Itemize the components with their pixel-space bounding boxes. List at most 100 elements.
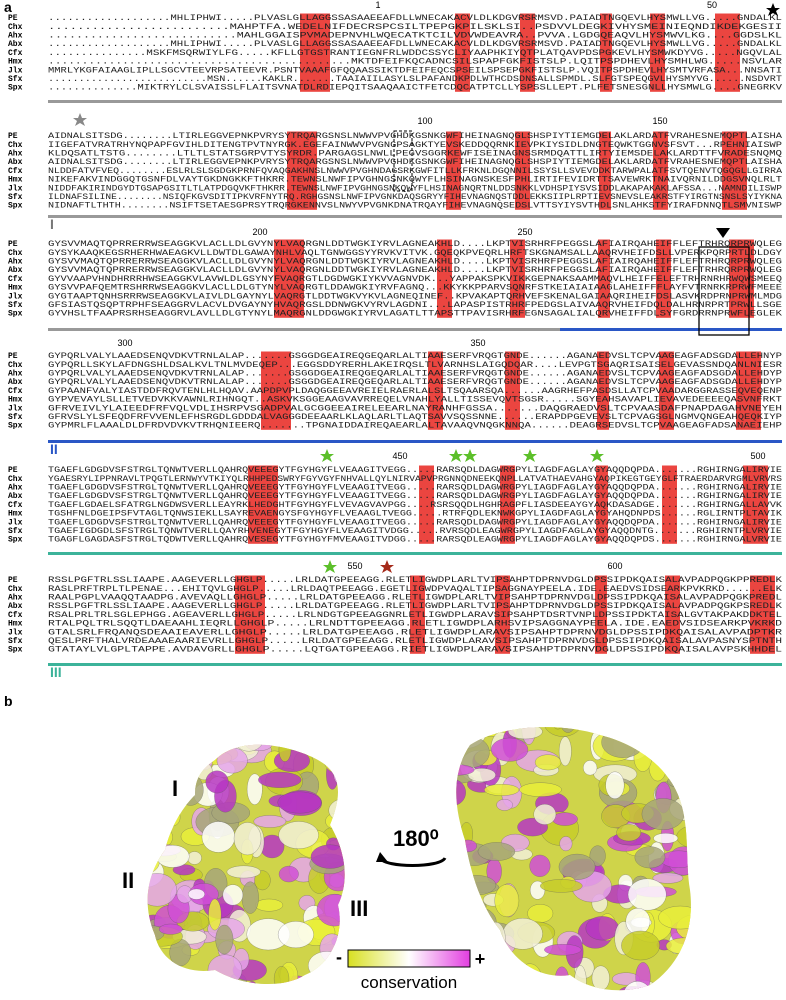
surface-patch [558, 853, 596, 880]
species-name: Sfx [8, 413, 23, 422]
surface-patch [246, 773, 263, 805]
conserved-column [653, 131, 668, 210]
surface-patch [316, 893, 345, 927]
species-name: Jlx [8, 518, 23, 527]
domain-bar [560, 328, 782, 331]
surface-patch [149, 744, 168, 757]
star [766, 3, 780, 16]
surface-patch [164, 808, 181, 827]
conserved-column [665, 575, 680, 654]
sequence: QESLPRFTHALVRDEAAAEAARIEVRLLGHGLP.....LR… [48, 637, 782, 646]
sequence: RASLPRFTRPLTLPENAE...EHITQVLGHGLP.....LR… [48, 585, 782, 594]
surface-patch [467, 768, 496, 782]
surface-patch [153, 827, 173, 848]
surface-patch [667, 774, 691, 789]
surface-patch [187, 851, 202, 865]
sequence: NIKEFAKVINDGGQTGSNFDLVAYTGKDNGKKFTHKRR.T… [48, 176, 782, 185]
sequence: TGAEFIGDGDLSFSTRGLTQNWTVERLLQAYRHVENEGYT… [48, 527, 782, 536]
ruler-number: 550 [347, 561, 362, 571]
surface-patch [674, 750, 691, 766]
conserved-column [743, 465, 768, 544]
surface-patch [147, 798, 152, 829]
surface-patch [336, 805, 345, 828]
surface-patch [222, 884, 244, 906]
ruler-number: 450 [392, 451, 407, 461]
dashed-box [393, 130, 413, 192]
surface-patch [605, 771, 625, 799]
surface-patch [149, 746, 190, 777]
surface-patch [564, 979, 583, 991]
surface-patch [653, 833, 679, 844]
domain-label: II [122, 868, 134, 893]
surface-patch [517, 963, 543, 991]
surface-patch [207, 954, 243, 985]
conserved-column [515, 131, 530, 210]
sequence: TGAEFLGDGDVSFSTRGLTQNWTVERLLQAHRQVEEEGYT… [48, 492, 782, 501]
conserved-column [596, 465, 608, 544]
surface-patch [634, 846, 666, 869]
surface-patch [540, 879, 583, 893]
surface-patch [625, 908, 651, 935]
surface-patch [328, 797, 345, 824]
surface-patch [567, 985, 590, 991]
conserved-column [722, 131, 747, 210]
surface-patch [147, 873, 177, 907]
species-name: PE [8, 132, 18, 141]
domain-bar [48, 328, 560, 331]
surface-patch [278, 821, 319, 849]
species-name: Hmx [8, 396, 23, 405]
surface-patch [286, 727, 306, 740]
species-name: Sfx [8, 75, 23, 84]
surface-patch [305, 981, 322, 985]
surface-patch [628, 727, 666, 730]
surface-patch [340, 721, 365, 744]
species-name: Spx [8, 422, 23, 431]
species-name: Spx [8, 310, 23, 319]
rotation-arrow [378, 856, 447, 867]
surface-patch [517, 967, 536, 985]
surface-patch [648, 752, 667, 782]
species-name: Abx [8, 40, 23, 49]
species-name: Cfx [8, 275, 23, 284]
surface-patch [147, 786, 167, 810]
surface-patch [255, 898, 284, 912]
sequence: GYSVVMAQTQPRRERRWSEAGGKVLACLLDLGVYNYLVAQ… [48, 266, 782, 275]
sequence: GYVVAAPVHNDHRRRHWSEAGGKVLAVWLDLGSYNYFVAQ… [48, 275, 782, 284]
surface-patch [154, 751, 168, 780]
sequence: RTALPQLTRLSQQTLDAEAAHLIEQRLLGHGLP.....LR… [48, 620, 782, 629]
conserved-column [287, 131, 317, 210]
species-name: Sfx [8, 637, 23, 646]
domain-bar [48, 215, 782, 218]
surface-patch [258, 771, 302, 788]
surface-patch [335, 747, 345, 760]
surface-patch [349, 786, 363, 815]
surface-patch [177, 774, 204, 806]
surface-patch [456, 773, 474, 784]
surface-patch [686, 767, 691, 788]
sequence: GFRVEIVLYLAIEEDFRFVQLVDLIHSRPVSGADPVALGC… [48, 404, 782, 413]
triangle [716, 228, 730, 238]
surface-patch [254, 870, 271, 891]
species-name: Ahx [8, 370, 23, 379]
conserved-column [662, 465, 677, 544]
surface-patch [551, 983, 569, 991]
surface-patch [157, 744, 200, 761]
conserved-column [437, 239, 452, 318]
domain-bar [48, 440, 782, 443]
surface-patch [601, 727, 645, 758]
surface-patch [325, 744, 345, 756]
surface-patch [205, 770, 229, 794]
conserved-column [656, 239, 671, 318]
sequence: RSSLPGFTRLSSLIAAPE.AAGEVERLLGHGLP.....LR… [48, 576, 782, 585]
conserved-column [495, 575, 510, 654]
star [73, 113, 87, 126]
species-name: PE [8, 466, 18, 475]
conserved-column [600, 13, 612, 92]
surface-patch [325, 813, 345, 830]
species-name: Cfx [8, 611, 23, 620]
ruler-number: 150 [652, 116, 667, 126]
surface-patch [310, 844, 345, 869]
species-name: Sfx [8, 301, 23, 310]
surface-patch [491, 737, 529, 762]
surface-patch [574, 965, 587, 991]
